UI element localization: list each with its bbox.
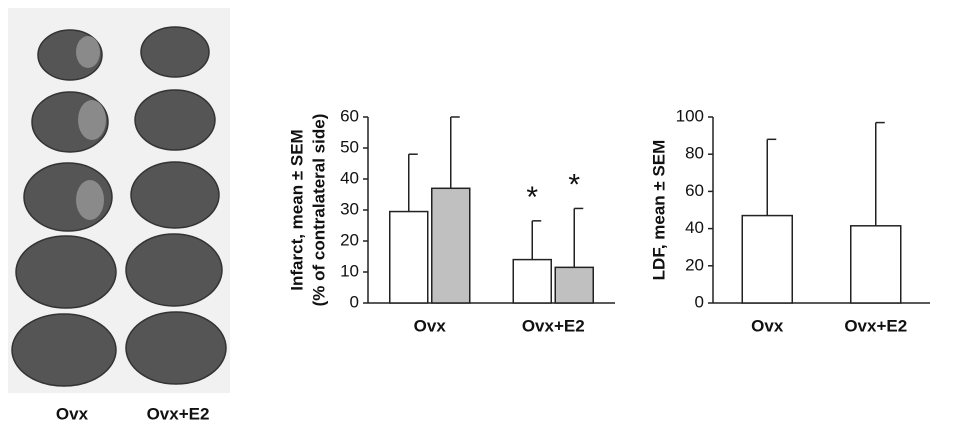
slice bbox=[130, 161, 220, 229]
x-tick-label: Ovx+E2 bbox=[522, 316, 585, 335]
image-label: Ovx+E2 bbox=[147, 404, 210, 423]
y-tick-label: 80 bbox=[685, 144, 704, 163]
bar bbox=[512, 258, 552, 304]
lesion bbox=[76, 36, 100, 68]
bar bbox=[389, 210, 429, 304]
ovx-slices bbox=[11, 29, 117, 387]
lesion bbox=[76, 180, 104, 220]
x-tick-label: Ovx+E2 bbox=[844, 316, 907, 335]
bar bbox=[431, 187, 471, 304]
y-tick-label: 40 bbox=[685, 218, 704, 237]
y-tick-label: 30 bbox=[340, 199, 359, 218]
bar bbox=[850, 225, 902, 304]
y-tick-label: 20 bbox=[340, 230, 359, 249]
bar bbox=[741, 214, 793, 304]
y-tick-label: 100 bbox=[676, 106, 704, 125]
y-tick-label: 50 bbox=[340, 137, 359, 156]
ovx-e2-slices bbox=[125, 26, 227, 385]
x-tick-label: Ovx bbox=[751, 316, 784, 335]
slice bbox=[15, 235, 117, 309]
y-tick-label: 0 bbox=[350, 292, 359, 311]
y-axis-title: Infarct, mean ± SEM bbox=[287, 129, 306, 290]
slice bbox=[125, 311, 227, 385]
y-axis-title: LDF, mean ± SEM bbox=[649, 140, 668, 281]
slice bbox=[11, 313, 117, 387]
x-tick-label: Ovx bbox=[414, 316, 447, 335]
bar bbox=[554, 266, 594, 304]
significance-marker: * bbox=[568, 168, 580, 201]
chart: 0 20 40 60 80 100 LDF, mean ± SEM Ovx Ovx+E2 bbox=[649, 106, 930, 335]
brain-slices: Ovx Ovx+E2 bbox=[8, 8, 230, 423]
y-tick-label: 20 bbox=[685, 255, 704, 274]
chart: 0 10 20 30 40 50 60 Infarct, mean ± SEM (% of co… bbox=[287, 106, 615, 335]
y-tick-label: 0 bbox=[695, 292, 704, 311]
y-tick-label: 40 bbox=[340, 168, 359, 187]
y-axis-title: (% of contralateral side) bbox=[309, 114, 328, 307]
lesion bbox=[78, 100, 106, 140]
slice bbox=[134, 89, 216, 151]
slice bbox=[140, 26, 210, 78]
significance-marker: * bbox=[526, 181, 538, 214]
slice bbox=[125, 233, 223, 307]
y-tick-label: 10 bbox=[340, 261, 359, 280]
y-tick-label: 60 bbox=[685, 181, 704, 200]
image-label: Ovx bbox=[56, 404, 89, 423]
y-tick-label: 60 bbox=[340, 106, 359, 125]
